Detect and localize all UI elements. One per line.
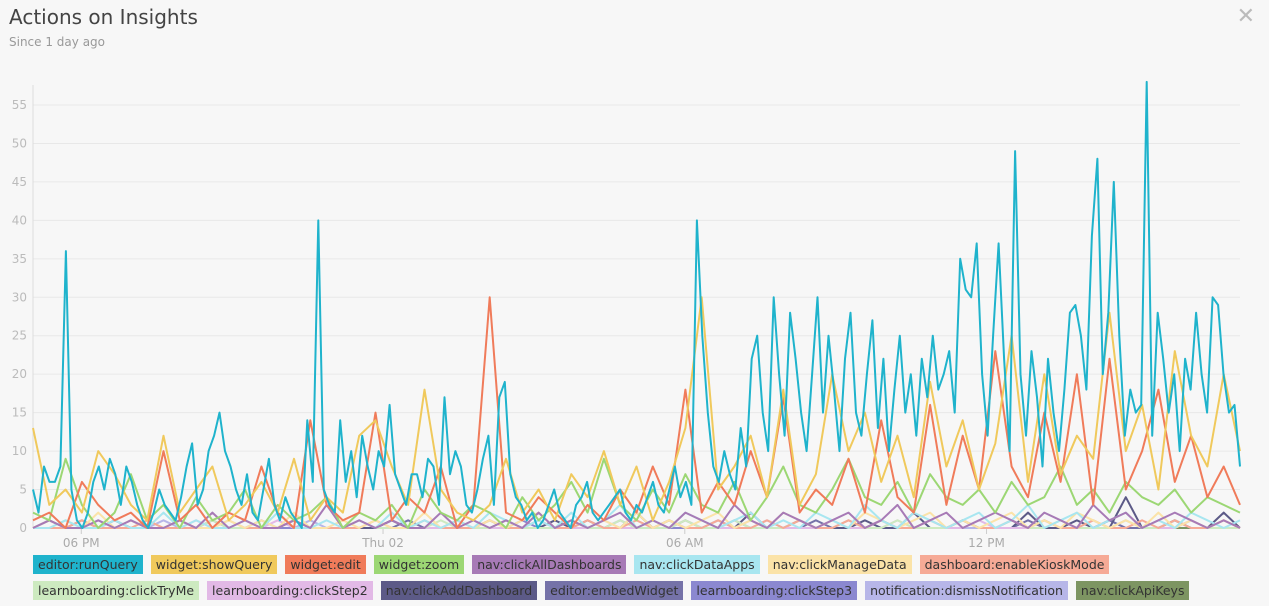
- legend-item[interactable]: learnboarding:clickStep2: [207, 581, 373, 600]
- legend-item[interactable]: notification:dismissNotification: [865, 581, 1068, 600]
- y-tick-label: 20: [12, 367, 27, 381]
- close-icon[interactable]: ✕: [1236, 4, 1255, 29]
- legend-item[interactable]: widget:showQuery: [150, 555, 278, 574]
- series-line-widget-zoom: [32, 457, 1241, 529]
- y-tick-label: 45: [12, 175, 27, 189]
- x-tick-label: Thu 02: [361, 536, 404, 550]
- x-tick-label: 12 PM: [968, 536, 1005, 550]
- series-line-nav-clickalldashboards: [32, 503, 1241, 529]
- legend-item[interactable]: dashboard:enableKioskMode: [919, 555, 1110, 574]
- y-tick-label: 50: [12, 136, 27, 150]
- legend-item[interactable]: nav:clickDataApps: [634, 555, 760, 574]
- series-line-editor-runquery: [32, 80, 1241, 529]
- y-tick-label: 25: [12, 329, 27, 343]
- series-line-widget-showquery: [32, 296, 1241, 522]
- y-tick-label: 40: [12, 213, 27, 227]
- legend-item[interactable]: widget:zoom: [373, 555, 465, 574]
- y-tick-label: 55: [12, 98, 27, 112]
- line-chart: 0 5 10 15 20 25 30 35 40 45 50 55 06 PM Thu 02 06 AM 12…: [12, 80, 1241, 550]
- legend-item[interactable]: nav:clickAllDashboards: [472, 555, 627, 574]
- page-title: Actions on Insights: [9, 5, 198, 29]
- legend-item[interactable]: learnboarding:clickTryMe: [33, 581, 200, 600]
- legend-item[interactable]: nav:clickApiKeys: [1075, 581, 1190, 600]
- legend: editor:runQuery widget:showQuery widget:ed…: [33, 555, 1263, 600]
- legend-item[interactable]: editor:runQuery: [33, 555, 143, 574]
- page-subtitle: Since 1 day ago: [9, 35, 105, 49]
- legend-item[interactable]: widget:edit: [285, 555, 366, 574]
- series-line-nav-clickdataapps: [33, 503, 1241, 529]
- y-tick-label: 15: [12, 406, 27, 420]
- legend-item[interactable]: learnboarding:clickStep3: [691, 581, 858, 600]
- y-tick-label: 30: [12, 290, 27, 304]
- legend-item[interactable]: nav:clickManageData: [767, 555, 912, 574]
- x-tick-label: 06 AM: [666, 536, 704, 550]
- x-tick-label: 06 PM: [63, 536, 100, 550]
- y-tick-label: 10: [12, 444, 27, 458]
- y-tick-label: 0: [19, 521, 27, 535]
- y-tick-label: 35: [12, 252, 27, 266]
- y-tick-label: 5: [19, 483, 27, 497]
- legend-item[interactable]: nav:clickAddDashboard: [380, 581, 538, 600]
- legend-item[interactable]: editor:embedWidget: [545, 581, 684, 600]
